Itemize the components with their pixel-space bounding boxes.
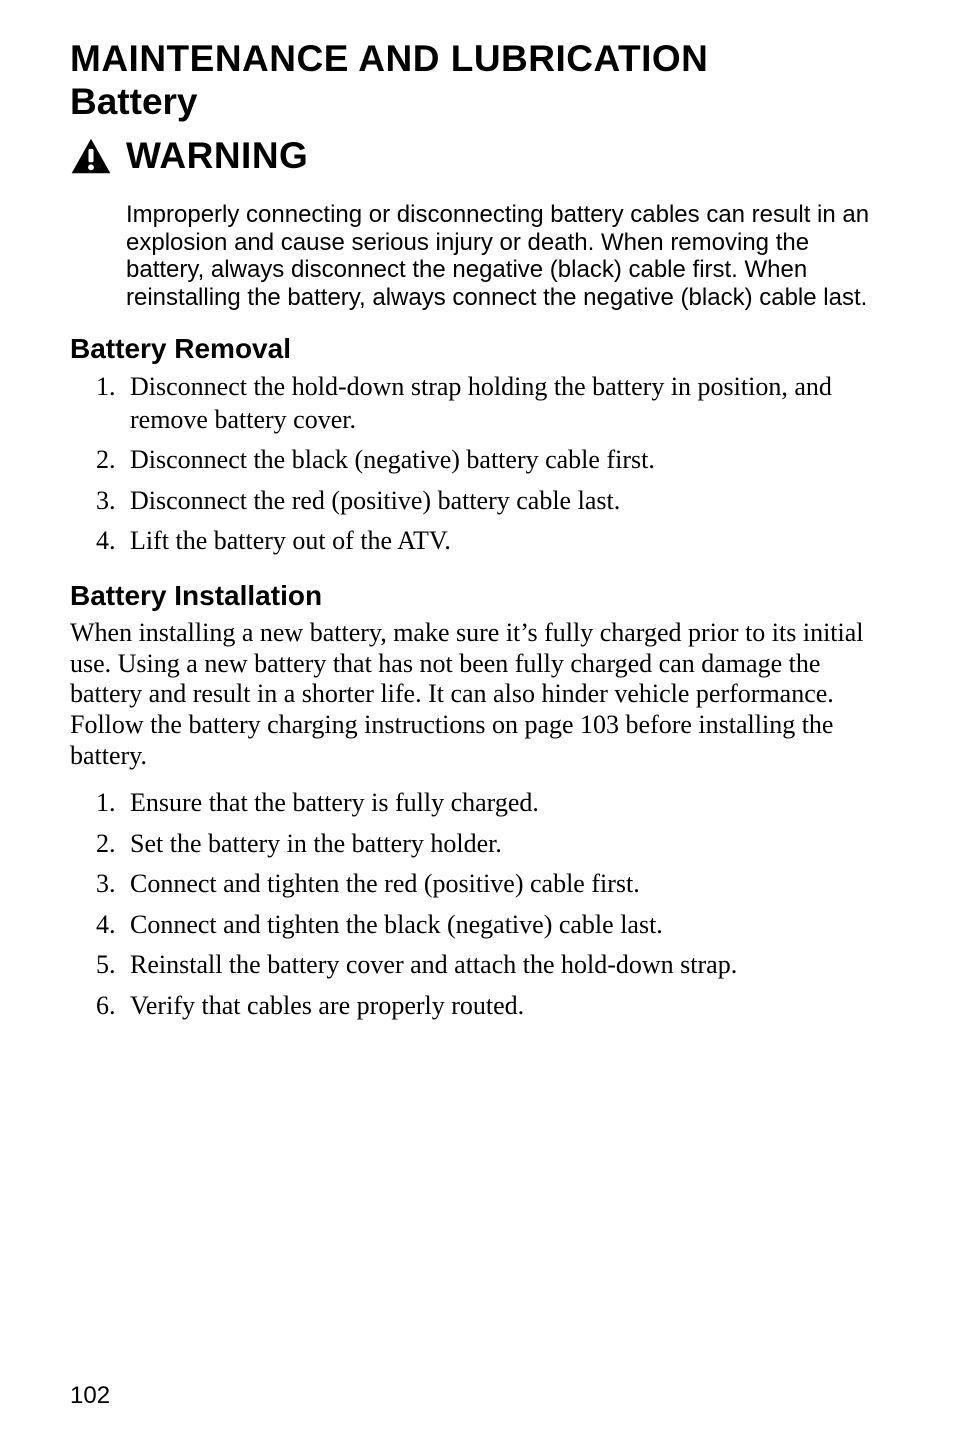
page-subtitle: Battery <box>70 81 896 124</box>
installation-intro: When installing a new battery, make sure… <box>70 618 896 771</box>
list-item: Connect and tighten the black (negative)… <box>122 909 896 942</box>
warning-body-text: Improperly connecting or disconnecting b… <box>126 201 886 311</box>
list-item: Disconnect the hold-down strap holding t… <box>122 371 896 436</box>
removal-list: Disconnect the hold-down strap holding t… <box>70 371 896 558</box>
list-item: Disconnect the black (negative) battery … <box>122 444 896 477</box>
page-title: MAINTENANCE AND LUBRICATION <box>70 38 896 81</box>
list-item: Verify that cables are properly routed. <box>122 990 896 1023</box>
warning-heading: WARNING <box>70 135 896 177</box>
page-number: 102 <box>70 1382 110 1410</box>
installation-list: Ensure that the battery is fully charged… <box>70 787 896 1022</box>
list-item: Disconnect the red (positive) battery ca… <box>122 485 896 518</box>
list-item: Reinstall the battery cover and attach t… <box>122 949 896 982</box>
list-item: Connect and tighten the red (positive) c… <box>122 868 896 901</box>
page: MAINTENANCE AND LUBRICATION Battery WARN… <box>0 0 954 1454</box>
section-heading-removal: Battery Removal <box>70 333 896 365</box>
list-item: Set the battery in the battery holder. <box>122 828 896 861</box>
warning-triangle-icon <box>70 137 112 175</box>
warning-label: WARNING <box>126 135 308 177</box>
list-item: Ensure that the battery is fully charged… <box>122 787 896 820</box>
section-heading-installation: Battery Installation <box>70 580 896 612</box>
list-item: Lift the battery out of the ATV. <box>122 525 896 558</box>
